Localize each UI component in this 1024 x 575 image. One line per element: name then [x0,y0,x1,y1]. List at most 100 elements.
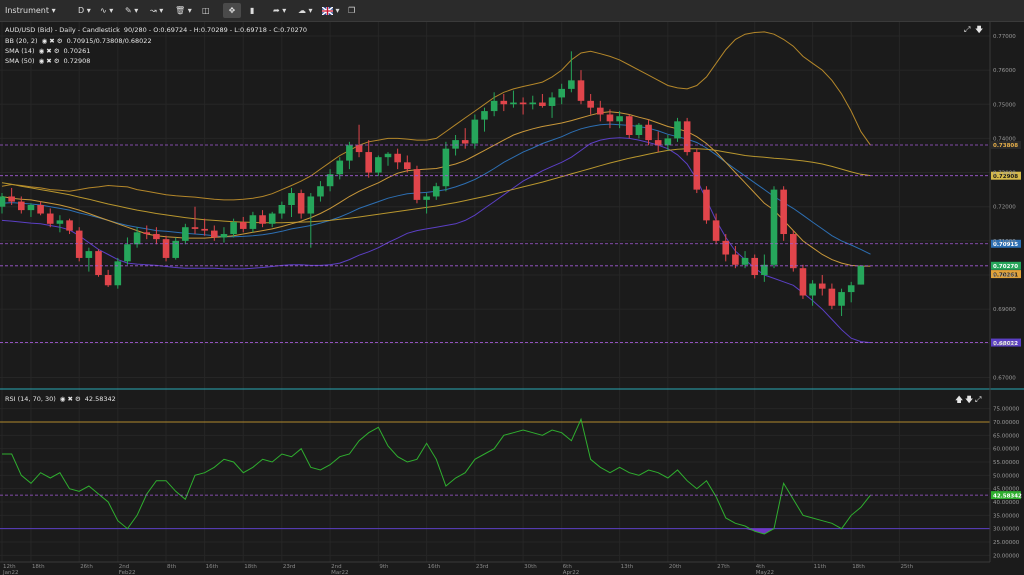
popout-button[interactable]: ❐ [348,3,355,18]
candle-body [857,265,865,285]
candle-body [442,148,450,187]
svg-text:AUD/USD (Bid) - Daily - Candle: AUD/USD (Bid) - Daily - Candlestick 90/28… [5,26,307,34]
instrument-label: Instrument [5,6,50,15]
candle-body [278,205,286,214]
indicator-icon: ↝ [150,6,157,15]
candle-body [761,264,768,276]
candle-body [259,215,266,224]
layout-button[interactable]: ◫ [202,3,210,18]
candle-body [394,153,401,163]
candle-body [510,102,517,105]
price-line-label: 0.73808 [993,143,1018,149]
price-label-bg [991,171,1021,180]
pencil-icon: ✎ [125,6,132,15]
legend-sma14-label: SMA (14) [5,47,35,55]
rsi-tick-label: 20.00000 [993,553,1020,559]
candle-body [597,107,604,115]
legend-rsi-label: RSI (14, 70, 30) [5,395,56,403]
weather-icon: ☁ [298,6,306,15]
date-tick-label: 8th [167,564,177,570]
candle-body [645,124,652,141]
candle-body [104,275,112,286]
candle-body [770,189,778,265]
legend-sma50-value: 0.72908 [64,57,91,65]
date-tick-label: 4th [756,564,766,570]
expand-icon[interactable]: ⤢ [963,25,970,34]
svg-text:RSI (14, 70, 30)◉✖⚙42.58342: RSI (14, 70, 30) ◉ ✖ ⚙ 42.58342 [5,395,116,403]
price-tick-label: 0.76000 [993,68,1016,74]
delete-button[interactable]: 🗑 ▾ [175,3,192,18]
expand-icon[interactable]: ⤢ [974,395,981,404]
crosshair-button[interactable]: ✥ [223,3,241,18]
candle-body [384,153,392,158]
panel-controls[interactable]: ⤢ 🡇 🡅 🡇 ⤢ [955,25,983,404]
date-tick-label: 2nd [331,564,341,570]
date-tick-sublabel: Feb22 [119,570,136,575]
arrow-up-icon[interactable]: 🡅 [955,395,963,404]
candle-body [268,213,276,224]
chevron-down-icon: ▾ [335,6,340,15]
arrow-down-icon[interactable]: 🡇 [965,395,973,404]
share-button[interactable]: ➦ ▾ [273,3,286,18]
indicator-button[interactable]: ↝ ▾ [150,3,163,18]
candle-body [153,234,160,240]
instrument-menu[interactable]: Instrument ▾ [5,3,56,18]
rsi-tick-label: 75.00000 [993,407,1020,413]
candle-body [577,80,585,101]
svg-text:BB (20, 2)◉✖⚙0.70915/0.73808/0: BB (20, 2) ◉ ✖ ⚙ 0.70915/0.73808/0.68022 [5,37,152,45]
rsi-panel: 75.00000 70.00000 65.00000 60.00000 55.00000… [0,407,1022,559]
svg-text:SMA (50)◉✖⚙0.72908: SMA (50) ◉ ✖ ⚙ 0.72908 [5,57,90,65]
theme-button[interactable]: ☁ ▾ [298,3,313,18]
bar-chart-button[interactable]: ▮ [250,3,254,18]
language-button[interactable]: ▾ [321,3,340,18]
price-tick-label: 0.68000 [993,341,1016,347]
timeframe-menu[interactable]: D ▾ [78,3,91,18]
candle-body [37,205,44,214]
price-line-label: 0.72908 [993,174,1018,180]
date-tick-sublabel: Mar22 [331,570,348,575]
gear-icon: ⚙ [54,47,60,55]
rsi-tick-label: 50.00000 [993,473,1020,479]
date-tick-label: 6th [563,564,573,570]
price-chart[interactable]: 0.73808 0.72908 0.70915 0.70270 0.68022 0.702… [0,22,1024,575]
price-line-label: 0.70915 [993,242,1018,248]
candle-body [664,138,672,146]
date-tick-label: 16th [428,564,441,570]
candle-body [288,193,295,205]
candle-body [355,145,363,153]
candle-body [471,119,479,144]
date-tick-label: 20th [669,564,682,570]
candle-body [375,157,382,173]
chart-background [0,22,1024,575]
gear-icon: ⚙ [54,57,60,65]
candle-body [404,162,411,170]
date-tick-sublabel: Apr22 [563,570,580,575]
close-icon: ✖ [67,395,72,403]
candle-body [818,283,826,289]
candle-body [0,196,6,207]
price-label-bg [991,239,1021,248]
bb-upper-line [1,31,871,201]
candle-body [741,257,749,265]
candle-body [432,186,440,197]
candle-body [8,196,15,202]
candle-body [182,227,189,241]
arrow-down-icon[interactable]: 🡇 [975,25,983,34]
toolbar: Instrument ▾ D ▾ ∿ ▾ ✎ ▾ ↝ ▾ 🗑 ▾ ◫ ✥ ▮ ➦… [0,0,1024,22]
candle-body [336,160,344,175]
candle-body [568,80,575,89]
rsi-tick-label: 35.00000 [993,513,1020,519]
candle-body [143,232,151,235]
candle-body [365,152,372,173]
candle-body [790,234,797,269]
draw-tool-button[interactable]: ✎ ▾ [125,3,138,18]
chevron-down-icon: ▾ [134,6,139,15]
chart-type-button[interactable]: ∿ ▾ [100,3,113,18]
date-tick-label: 25th [900,564,913,570]
gear-icon: ⚙ [75,395,81,403]
candle-body [674,121,681,139]
candle-body [558,88,565,98]
price-tick-label: 0.67000 [993,375,1016,381]
candle-body [172,240,179,258]
candle-body [847,285,855,293]
